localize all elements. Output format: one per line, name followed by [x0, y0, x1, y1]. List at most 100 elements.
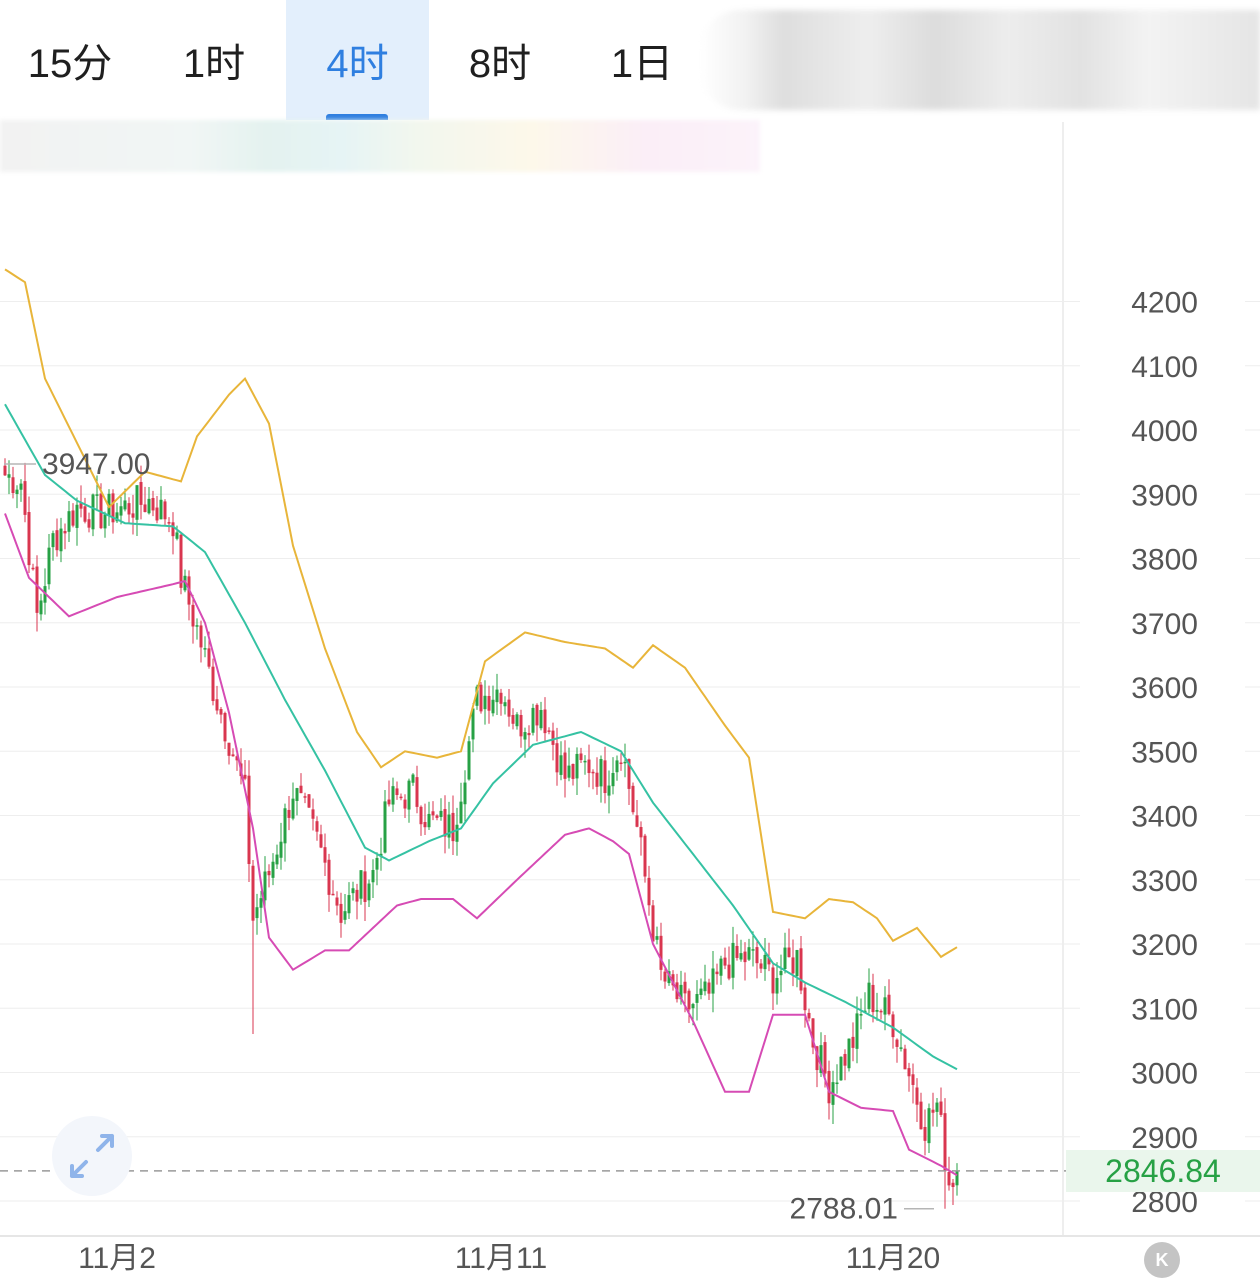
y-tick-label: 3400 — [1131, 801, 1198, 834]
candle-body — [755, 947, 759, 964]
candle-body — [27, 512, 31, 566]
candle-body — [31, 567, 35, 570]
candle-body — [143, 504, 147, 513]
candle-body — [771, 967, 775, 994]
y-tick-label: 3200 — [1131, 929, 1198, 962]
candle-body — [607, 785, 611, 796]
candle-body — [383, 801, 387, 853]
candle-body — [39, 600, 43, 615]
tab-4h[interactable]: 4时 — [286, 0, 429, 120]
tab-8h[interactable]: 8时 — [450, 0, 550, 120]
candle-body — [387, 799, 391, 805]
candle-body — [563, 752, 567, 779]
candle-body — [467, 741, 471, 780]
candle-body — [819, 1045, 823, 1073]
candle-body — [491, 699, 495, 714]
candle-body — [403, 799, 407, 809]
candle-body — [263, 871, 267, 901]
candle-body — [171, 522, 175, 537]
candle-body — [591, 771, 595, 774]
candle-body — [659, 935, 663, 970]
candle-body — [419, 806, 423, 825]
candle-body — [247, 775, 251, 865]
candle-body — [159, 499, 163, 520]
candle-body — [703, 981, 707, 992]
candle-body — [663, 971, 667, 982]
candle-body — [547, 730, 551, 732]
y-tick-label: 3500 — [1131, 736, 1198, 769]
candle-body — [199, 625, 203, 648]
candle-body — [595, 772, 599, 787]
low-marker-label: 2788.01 — [790, 1193, 898, 1226]
tab-1h[interactable]: 1时 — [164, 0, 264, 120]
candle-body — [363, 871, 367, 902]
candle-body — [811, 1018, 815, 1048]
candle-body — [331, 893, 335, 896]
candle-body — [551, 730, 555, 745]
candle-body — [155, 507, 159, 521]
candle-body — [619, 762, 623, 765]
tab-label: 8时 — [468, 42, 532, 86]
candle-body — [47, 547, 51, 585]
candle-body — [691, 1004, 695, 1009]
candle-body — [463, 782, 467, 805]
candle-body — [519, 715, 523, 737]
candle-body — [391, 786, 395, 805]
candle-body — [203, 648, 207, 650]
y-tick-label: 4100 — [1131, 351, 1198, 384]
candle-body — [371, 870, 375, 883]
candle-body — [695, 994, 699, 1003]
tab-15min[interactable]: 15分 — [20, 0, 120, 120]
candle-body — [783, 947, 787, 970]
candle-body — [415, 777, 419, 807]
candle-body — [907, 1068, 911, 1077]
candle-body — [927, 1108, 931, 1144]
candle-body — [483, 695, 487, 710]
candle-body — [635, 815, 639, 827]
candle-body — [851, 1036, 855, 1048]
candle-body — [427, 813, 431, 828]
tab-1d[interactable]: 1日 — [592, 0, 692, 120]
candle-body — [219, 709, 223, 715]
candle-body — [559, 755, 563, 775]
candle-body — [95, 494, 99, 496]
candle-body — [567, 765, 571, 778]
candle-body — [227, 742, 231, 756]
candle-body — [435, 815, 439, 818]
candle-body — [767, 957, 771, 965]
candle-body — [679, 984, 683, 1000]
expand-icon — [70, 1134, 114, 1178]
candle-body — [711, 968, 715, 994]
candle-body — [583, 760, 587, 763]
candle-body — [351, 888, 355, 894]
middle-band-line — [4, 403, 958, 1071]
expand-chart-button[interactable] — [52, 1116, 132, 1196]
candle-body — [499, 692, 503, 704]
candle-body — [847, 1038, 851, 1069]
candle-body — [739, 953, 743, 960]
candle-body — [719, 958, 723, 976]
candle-body — [275, 854, 279, 865]
candle-body — [131, 513, 135, 518]
candle-body — [471, 708, 475, 740]
y-tick-label: 3000 — [1131, 1058, 1198, 1091]
candle-body — [875, 1009, 879, 1012]
candle-body — [67, 511, 71, 532]
y-tick-label: 4000 — [1131, 415, 1198, 448]
current-price-tag: 2846.84 — [1066, 1150, 1260, 1192]
candle-body — [515, 714, 519, 727]
candle-body — [139, 481, 143, 505]
candle-body — [51, 533, 55, 548]
candle-body — [531, 707, 535, 733]
candle-body — [103, 514, 107, 529]
candle-body — [751, 949, 755, 951]
candle-body — [643, 835, 647, 877]
candle-body — [255, 907, 259, 919]
candle-body — [215, 699, 219, 711]
candle-body — [147, 498, 151, 514]
candle-body — [603, 760, 607, 794]
candle-body — [59, 528, 63, 552]
candle-body — [287, 809, 291, 818]
candle-body — [107, 493, 111, 516]
